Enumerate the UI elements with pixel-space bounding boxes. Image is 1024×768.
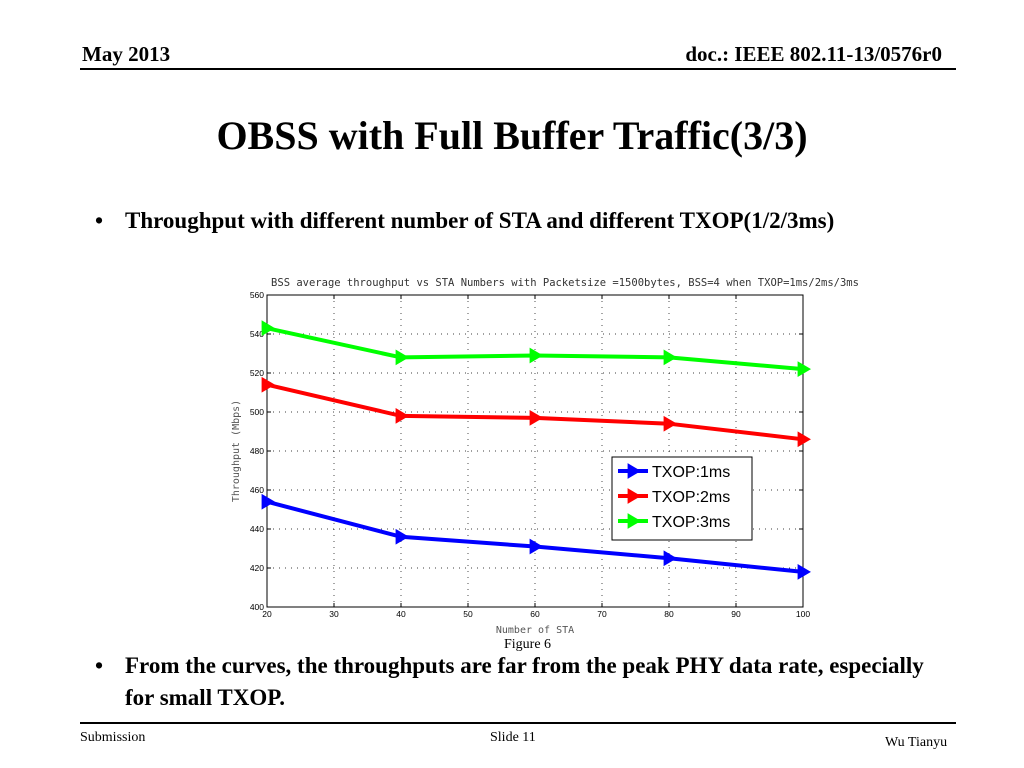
footer-rule: [80, 722, 956, 724]
slide-title: OBSS with Full Buffer Traffic(3/3): [216, 113, 808, 158]
y-tick-label: 480: [250, 446, 264, 456]
x-tick-label: 50: [463, 609, 473, 619]
x-tick-label: 20: [262, 609, 272, 619]
y-tick-label: 500: [250, 407, 264, 417]
series-point-1: [261, 493, 275, 510]
series-point-2: [663, 415, 677, 432]
header-rule: [80, 68, 956, 70]
series-point-1: [797, 564, 811, 580]
legend-marker: [627, 488, 641, 504]
legend-label: TXOP:1ms: [652, 464, 730, 481]
series-point-3: [395, 349, 409, 366]
bullet-marker: •: [95, 208, 104, 233]
throughput-chart: BSS average throughput vs STA Numbers wi…: [231, 277, 859, 636]
y-axis-label: Throughput (Mbps): [231, 400, 242, 502]
y-tick-label: 540: [250, 329, 264, 339]
x-axis-label: Number of STA: [496, 625, 574, 636]
footer-slide-number: Slide 11: [490, 730, 536, 745]
x-tick-label: 40: [396, 609, 406, 619]
footer-submission: Submission: [80, 730, 146, 745]
header-doc-id: doc.: IEEE 802.11-13/0576r0: [685, 42, 942, 66]
x-tick-label: 60: [530, 609, 540, 619]
series-point-2: [797, 431, 811, 448]
y-tick-label: 420: [250, 563, 264, 573]
y-tick-label: 440: [250, 524, 264, 534]
series-point-3: [797, 361, 811, 377]
series-point-2: [261, 376, 275, 393]
x-tick-label: 30: [329, 609, 339, 619]
x-tick-label: 70: [597, 609, 607, 619]
footer-author: Wu Tianyu: [885, 735, 948, 750]
series-point-3: [261, 320, 275, 337]
y-tick-label: 560: [250, 290, 264, 300]
legend-marker: [627, 513, 641, 529]
y-tick-label: 520: [250, 368, 264, 378]
chart-title: BSS average throughput vs STA Numbers wi…: [271, 277, 859, 289]
y-tick-label: 400: [250, 602, 264, 612]
series-point-2: [395, 408, 409, 424]
x-tick-label: 100: [796, 609, 810, 619]
header-date: May 2013: [82, 42, 171, 66]
bullet-marker: •: [95, 653, 104, 678]
figure-caption: Figure 6: [504, 637, 552, 652]
x-tick-label: 90: [731, 609, 741, 619]
legend-label: TXOP:2ms: [652, 489, 730, 506]
bullet-text: Throughput with different number of STA …: [125, 208, 835, 233]
legend-marker: [627, 463, 641, 479]
y-tick-label: 460: [250, 485, 264, 495]
series-point-3: [529, 347, 543, 364]
series-point-1: [529, 538, 543, 555]
legend-label: TXOP:3ms: [652, 514, 730, 531]
x-tick-label: 80: [664, 609, 674, 619]
series-point-2: [529, 409, 543, 426]
bullet-text: From the curves, the throughputs are far…: [125, 653, 924, 710]
series-point-3: [663, 349, 677, 366]
series-point-1: [395, 528, 409, 545]
series-point-1: [663, 550, 677, 567]
